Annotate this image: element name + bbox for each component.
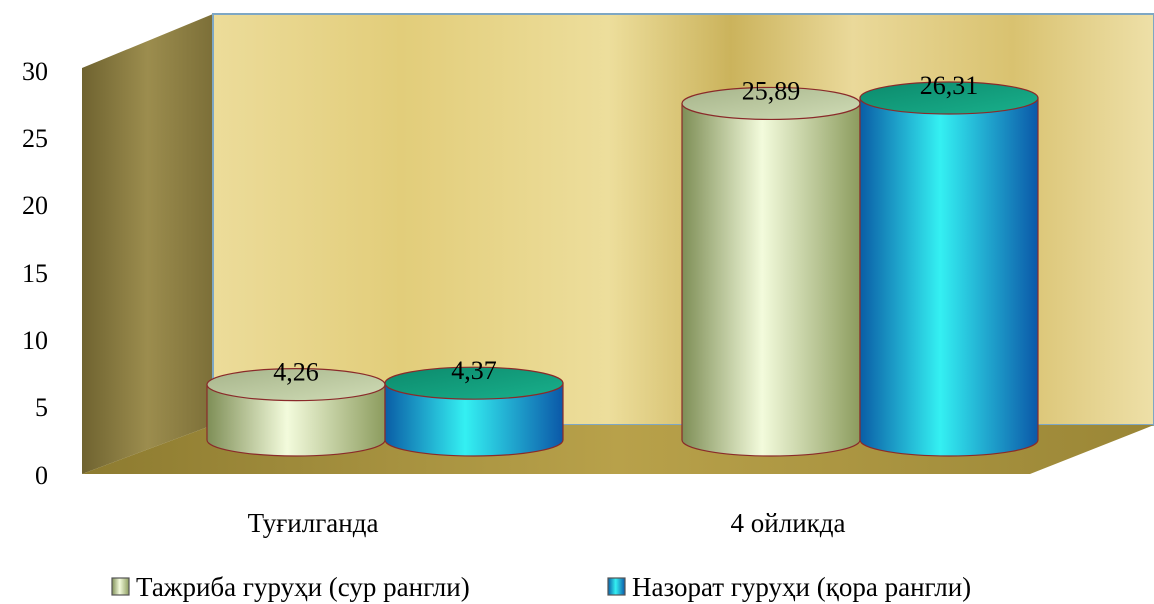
legend-swatch-series-2 bbox=[607, 577, 626, 596]
y-tick-label: 0 bbox=[35, 461, 48, 490]
y-axis-ticks: 0 5 10 15 20 25 30 bbox=[22, 57, 48, 490]
legend-entry-series-2: Назорат гуруҳи (қора рангли) bbox=[632, 572, 971, 602]
bar-series-2-1 bbox=[384, 382, 564, 457]
y-tick-label: 10 bbox=[22, 326, 48, 355]
bar-series-2-2 bbox=[859, 97, 1039, 457]
x-category-label: Туғилганда bbox=[248, 508, 379, 538]
category-labels: Туғилганда 4 ойликда bbox=[248, 508, 846, 538]
data-label: 25,89 bbox=[742, 76, 801, 105]
data-label: 26,31 bbox=[920, 71, 979, 100]
y-tick-label: 30 bbox=[22, 57, 48, 86]
bars bbox=[206, 81, 1039, 457]
bar-series-1-1 bbox=[206, 384, 386, 457]
data-label: 4,26 bbox=[273, 358, 319, 387]
y-tick-label: 25 bbox=[22, 124, 48, 153]
side-wall bbox=[82, 14, 213, 474]
x-category-label: 4 ойликда bbox=[731, 508, 846, 538]
y-tick-label: 5 bbox=[35, 393, 48, 422]
legend-entry-series-1: Тажриба гуруҳи (сур рангли) bbox=[136, 572, 470, 602]
bar-series-1-2 bbox=[681, 102, 861, 457]
legend-swatch-series-1 bbox=[111, 577, 130, 596]
data-labels: 4,26 4,37 25,89 26,31 bbox=[273, 71, 978, 387]
bar-top-series-2-2 bbox=[859, 81, 1039, 115]
legend: Тажриба гуруҳи (сур рангли) Назорат гуру… bbox=[111, 572, 971, 602]
y-tick-label: 20 bbox=[22, 191, 48, 220]
data-label: 4,37 bbox=[451, 356, 497, 385]
bar-top-series-2-1 bbox=[384, 366, 564, 400]
y-tick-label: 15 bbox=[22, 259, 48, 288]
